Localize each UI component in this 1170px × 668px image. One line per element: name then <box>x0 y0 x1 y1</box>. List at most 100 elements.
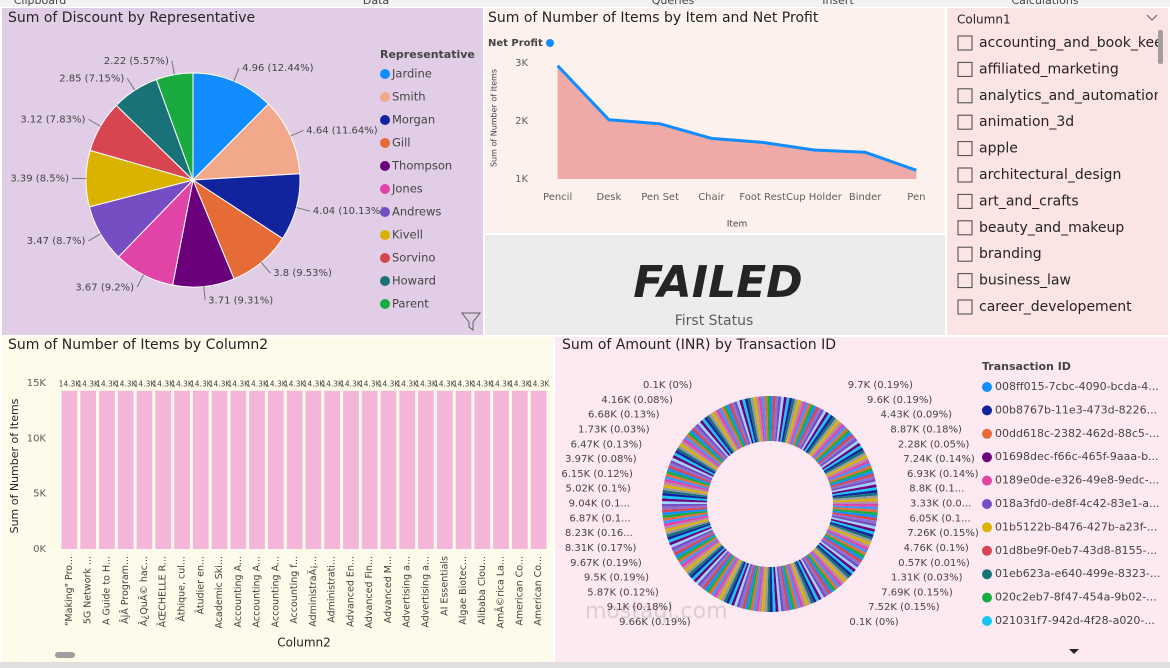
donut-texture <box>744 398 757 443</box>
slicer-chevron[interactable] <box>1146 14 1158 21</box>
x-tick-label: Â¿QuÃ© hac... <box>138 556 150 626</box>
donut-texture <box>824 450 865 474</box>
donut-texture <box>691 427 726 461</box>
donut-texture <box>733 401 751 445</box>
donut-texture <box>666 470 711 487</box>
x-tick-label: Algae Biotec... <box>458 556 469 625</box>
data-label: 14.3K <box>303 380 326 389</box>
checkbox[interactable] <box>957 88 973 104</box>
donut-texture <box>684 542 722 572</box>
data-label: 2.22 (5.57%) <box>104 56 169 67</box>
donut-texture <box>675 534 716 558</box>
donut-texture <box>831 513 877 524</box>
donut-texture <box>804 413 832 453</box>
donut-texture <box>778 396 787 442</box>
checkbox[interactable] <box>957 299 973 315</box>
donut-texture <box>686 433 723 465</box>
slicer-scrollbar[interactable] <box>1158 30 1163 64</box>
filter-icon[interactable] <box>460 312 482 331</box>
donut-texture <box>665 473 710 488</box>
data-label: 8.31K (0.17%) <box>565 543 637 554</box>
x-tick-label: AI Essentials <box>439 556 450 616</box>
donut-texture <box>817 433 854 465</box>
donut-texture <box>771 396 776 442</box>
checkbox[interactable] <box>957 193 973 209</box>
legend-marker <box>982 405 992 416</box>
x-tick-label: American Co... <box>514 556 525 626</box>
leader-line <box>88 118 101 127</box>
data-label: 14.3K <box>340 380 363 389</box>
donut-texture <box>828 462 871 482</box>
bar <box>192 390 209 549</box>
bar <box>380 390 397 549</box>
legend-label: Sorvino <box>392 251 435 265</box>
donut-texture <box>767 396 770 442</box>
slicer-item: branding <box>979 246 1042 262</box>
donut-texture <box>716 409 740 450</box>
donut-texture <box>810 550 843 587</box>
legend-label: 018a3fd0-de8f-4c42-83e1-a... <box>995 497 1160 510</box>
leader-line <box>260 262 271 274</box>
slicer-item: analytics_and_automations <box>979 88 1170 104</box>
donut-texture <box>831 517 876 530</box>
data-label: 9.66K (0.19%) <box>619 617 691 628</box>
donut-texture <box>784 398 798 444</box>
x-tick-label: Accounting A... <box>233 556 244 627</box>
donut-texture <box>739 564 754 609</box>
donut-texture <box>828 526 871 546</box>
bar-scrollbar[interactable] <box>55 652 75 658</box>
donut-texture <box>742 398 756 444</box>
donut-texture <box>832 507 878 513</box>
slicer-item: apple <box>979 141 1018 157</box>
data-label: 14.3K <box>134 380 157 389</box>
donut-texture <box>684 436 722 466</box>
checkbox[interactable] <box>957 167 973 183</box>
chart-title: Sum of Amount (INR) by Transaction ID <box>562 337 836 353</box>
checkbox[interactable] <box>957 246 973 262</box>
donut-texture <box>667 467 711 485</box>
data-label: 0.1K (0%) <box>643 380 692 391</box>
checkbox[interactable] <box>957 220 973 236</box>
legend-label: Morgan <box>392 113 435 127</box>
donut-texture <box>809 551 841 588</box>
y-axis-title: Sum of Number of Items <box>490 69 499 167</box>
legend-label: 021031f7-942d-4f28-a020-... <box>995 614 1155 627</box>
legend-label: Andrews <box>392 205 441 219</box>
x-tick-label: AdministraÃ¡... <box>308 556 319 627</box>
checkbox[interactable] <box>957 273 973 289</box>
pie-slice <box>155 72 194 181</box>
data-label: 3.71 (9.31%) <box>208 295 273 306</box>
donut-texture <box>750 565 761 611</box>
donut-texture <box>825 532 867 556</box>
x-tick-label: American Co... <box>533 556 544 626</box>
donut-texture <box>789 563 807 607</box>
donut-texture <box>747 397 759 443</box>
x-axis-title: Column2 <box>277 636 331 650</box>
legend-marker <box>982 499 992 509</box>
donut-texture <box>802 411 829 452</box>
data-label: 14.3K <box>77 380 100 389</box>
donut-texture <box>736 400 753 445</box>
checkbox[interactable] <box>957 141 973 157</box>
donut-texture <box>815 546 851 579</box>
checkbox[interactable] <box>957 61 973 77</box>
legend-marker <box>546 39 554 47</box>
watermark: mostaql.com <box>585 599 728 624</box>
donut-texture <box>755 566 764 612</box>
donut-texture <box>807 553 836 592</box>
donut-texture <box>822 536 863 563</box>
donut-texture <box>682 541 721 570</box>
checkbox[interactable] <box>957 35 973 51</box>
slicer-item: accounting_and_book_kee <box>979 35 1163 51</box>
donut-texture <box>829 523 873 541</box>
checkbox[interactable] <box>957 114 973 130</box>
bar <box>399 390 416 549</box>
donut-texture <box>783 565 796 610</box>
legend-marker <box>380 92 390 102</box>
legend-more[interactable] <box>1069 649 1079 654</box>
slicer-list: accounting_and_book_kee affiliated_market… <box>979 35 1170 315</box>
bar <box>155 390 172 549</box>
x-tick-label: ÃŒCHELLE R... <box>158 556 169 627</box>
data-label: 1.73K (0.03%) <box>578 424 650 435</box>
donut-texture <box>663 515 709 527</box>
